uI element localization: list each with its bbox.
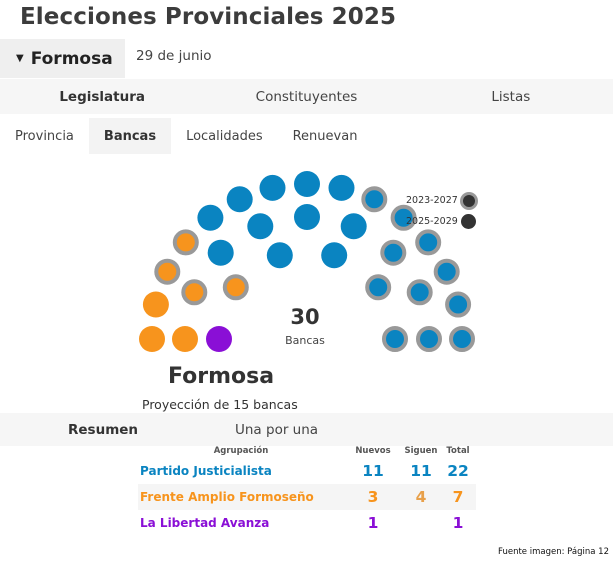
total-seats-label: Bancas	[285, 334, 325, 347]
seat-dot	[328, 174, 355, 201]
seat-dot	[172, 229, 199, 256]
header-agrupacion: Agrupación	[213, 446, 269, 456]
total-seats-number: 30	[290, 305, 320, 329]
seat-dot	[226, 186, 253, 213]
seat-dot	[206, 326, 232, 352]
legend-label-2025-2029: 2025-2029	[406, 216, 458, 227]
seat-dot	[142, 291, 169, 318]
seat-dot	[154, 258, 181, 285]
seat-dot	[172, 326, 198, 352]
tab-resumen[interactable]: Resumen	[68, 421, 139, 438]
projection-text: Proyección de 15 bancas	[142, 397, 298, 412]
seats-new: 11	[362, 462, 384, 480]
legend-item-2023-2027: 2023-2027	[406, 190, 476, 211]
seat-dot	[365, 274, 392, 301]
caret-down-icon: ▼	[16, 53, 24, 64]
seat-dot	[449, 326, 475, 352]
seat-dot	[139, 326, 165, 352]
subtab-renuevan[interactable]: Renuevan	[292, 128, 358, 144]
seat-dot	[321, 242, 348, 269]
view-tabs: Resumen Una por una	[0, 413, 613, 446]
header-total: Total	[446, 446, 470, 456]
seat-dot	[197, 204, 224, 231]
seat-dot	[259, 174, 286, 201]
seat-dot	[181, 279, 208, 306]
seats-continuing	[402, 510, 440, 536]
seat-dot	[406, 279, 433, 306]
subtab-localidades[interactable]: Localidades	[186, 128, 263, 144]
tab-listas[interactable]: Listas	[491, 88, 531, 105]
seat-dot	[445, 291, 472, 318]
seat-dot	[207, 239, 234, 266]
main-tabs: Legislatura Constituyentes Listas	[0, 79, 613, 114]
table-row: Frente Amplio Formoseño 3 4 7	[138, 484, 476, 510]
tab-una-por-una[interactable]: Una por una	[235, 421, 319, 438]
province-heading: Formosa	[168, 364, 275, 389]
seats-new: 1	[367, 514, 379, 532]
legend-item-2025-2029: 2025-2029	[406, 211, 476, 232]
party-name: Partido Justicialista	[140, 464, 272, 478]
seat-dot	[247, 213, 274, 240]
page-title: Elecciones Provinciales 2025	[20, 4, 397, 30]
party-name: Frente Amplio Formoseño	[138, 484, 344, 510]
table-row: Partido Justicialista 11 11 22	[138, 458, 476, 484]
legend-label-2023-2027: 2023-2027	[406, 195, 458, 206]
table-row: La Libertad Avanza 1 1	[138, 510, 476, 536]
tab-constituyentes[interactable]: Constituyentes	[255, 88, 358, 105]
seat-dot	[222, 274, 249, 301]
party-name: La Libertad Avanza	[140, 516, 270, 530]
seat-dot	[294, 204, 320, 230]
tab-legislatura[interactable]: Legislatura	[59, 88, 145, 105]
header-nuevos: Nuevos	[355, 446, 391, 456]
ring-dot-icon	[462, 194, 475, 207]
subtab-bancas[interactable]: Bancas	[88, 118, 172, 154]
seats-total: 22	[447, 462, 469, 480]
image-source: Fuente imagen: Página 12	[498, 547, 609, 557]
seat-dot	[340, 213, 367, 240]
province-selector[interactable]: ▼ Formosa	[0, 39, 125, 78]
seats-new: 3	[344, 484, 402, 510]
election-date: 29 de junio	[136, 48, 212, 64]
seat-dot	[380, 239, 407, 266]
seat-dot	[266, 242, 293, 269]
seats-continuing: 4	[402, 484, 440, 510]
seats-total: 7	[440, 484, 476, 510]
table-header-row: Agrupación Nuevos Siguen Total	[138, 444, 476, 458]
solid-dot-icon	[460, 214, 476, 229]
header-siguen: Siguen	[404, 446, 438, 456]
chart-legend: 2023-2027 2025-2029	[406, 190, 476, 232]
sub-tabs: Provincia Bancas Localidades Renuevan	[0, 118, 372, 154]
results-table: Agrupación Nuevos Siguen Total Partido J…	[138, 444, 476, 536]
seat-dot	[382, 326, 408, 352]
seats-continuing: 11	[410, 462, 432, 480]
seat-dot	[433, 258, 460, 285]
seat-dot	[361, 186, 388, 213]
seats-total: 1	[452, 514, 464, 532]
province-selector-label: Formosa	[30, 48, 113, 69]
seat-dot	[416, 326, 442, 352]
subtab-provincia[interactable]: Provincia	[15, 128, 74, 144]
seat-dot	[294, 171, 320, 197]
seat-dot	[415, 229, 442, 256]
